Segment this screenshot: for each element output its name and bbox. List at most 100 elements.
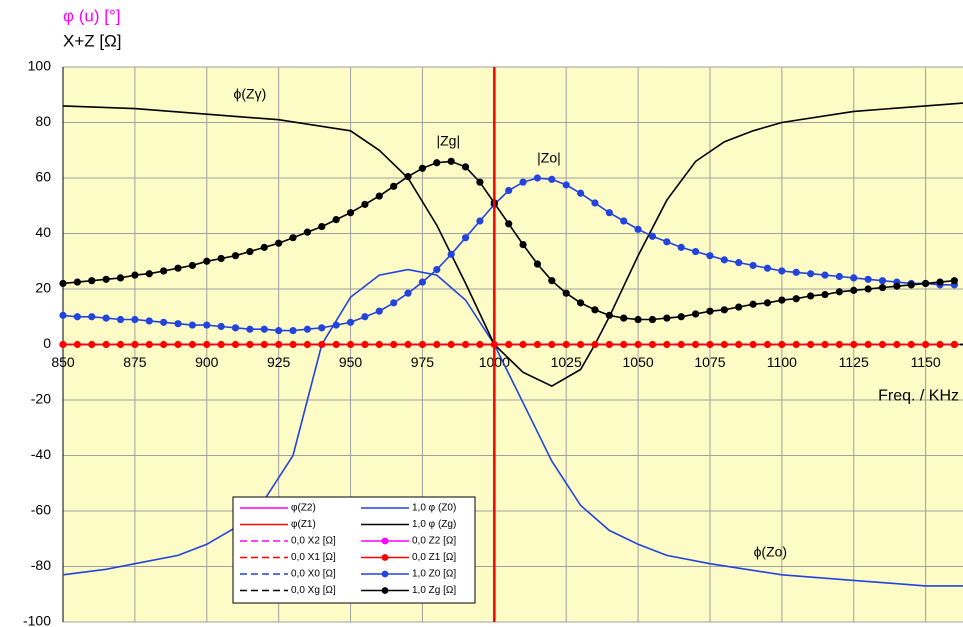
data-point: [663, 340, 671, 349]
data-point: [591, 306, 599, 314]
data-point: [188, 321, 196, 329]
data-point: [174, 264, 182, 272]
data-point: [346, 318, 355, 326]
y-tick-label: 80: [35, 113, 51, 129]
data-point: [519, 178, 527, 186]
data-point: [318, 222, 326, 231]
data-point: [763, 264, 772, 272]
data-point: [289, 327, 297, 335]
data-point: [346, 340, 355, 349]
data-point: [246, 340, 254, 349]
data-point: [217, 322, 225, 331]
x-axis-label: Freq. / KHz: [878, 388, 959, 405]
data-point: [533, 260, 542, 268]
data-point: [246, 247, 254, 256]
annotation: |Zg|: [436, 133, 460, 149]
data-point: [922, 279, 930, 288]
data-point: [893, 340, 901, 349]
data-point: [677, 243, 685, 251]
data-point: [648, 340, 657, 349]
data-point: [160, 267, 168, 275]
data-point: [160, 340, 168, 349]
data-point: [778, 267, 786, 275]
legend-marker: [381, 554, 389, 561]
data-point: [922, 340, 930, 349]
x-tick-label: 1100: [767, 354, 797, 370]
data-point: [217, 340, 225, 349]
x-tick-label: 1150: [911, 354, 941, 370]
data-point: [260, 325, 268, 333]
data-point: [131, 271, 139, 279]
data-point: [620, 217, 628, 225]
legend: φ(Z2) φ(Z1) 0,0 X2 [Ω] 0,0 X1 [Ω] 0,0 X0 [Ω]…: [232, 496, 476, 604]
data-point: [231, 324, 240, 332]
legend-label: 1,0 φ (Z0): [412, 503, 456, 514]
data-point: [375, 340, 383, 349]
data-point: [735, 340, 743, 349]
data-point: [174, 320, 182, 328]
data-point: [59, 279, 67, 288]
data-point: [318, 324, 326, 332]
data-point: [203, 257, 211, 265]
data-point: [850, 340, 858, 349]
data-point: [663, 238, 671, 246]
data-point: [562, 181, 570, 189]
data-point: [461, 340, 470, 349]
data-point: [303, 340, 312, 349]
data-point: [749, 340, 757, 349]
data-point: [850, 274, 858, 282]
y-tick-label: -40: [31, 446, 51, 462]
data-point: [404, 289, 412, 297]
series-line: [62, 268, 963, 587]
data-point: [605, 209, 613, 217]
data-point: [275, 340, 283, 349]
data-point: [102, 314, 110, 322]
data-point: [505, 220, 513, 228]
legend-label: 0,0 X0 [Ω]: [291, 569, 336, 580]
data-point: [59, 311, 67, 319]
data-point: [505, 340, 513, 349]
data-point: [878, 284, 887, 292]
data-point: [433, 340, 441, 349]
data-point: [835, 272, 843, 281]
y-tick-label: 20: [35, 280, 51, 296]
data-point: [907, 340, 915, 349]
data-point: [648, 315, 657, 324]
data-point: [160, 318, 168, 326]
data-point: [936, 278, 944, 286]
data-point: [792, 295, 800, 303]
annotation: |Zo|: [537, 149, 561, 165]
data-point: [390, 299, 398, 307]
data-point: [88, 277, 96, 285]
data-point: [763, 299, 772, 307]
data-point: [835, 288, 843, 296]
data-point: [677, 340, 685, 349]
legend-label: 0,0 Xg [Ω]: [291, 585, 336, 596]
data-point: [346, 209, 355, 217]
data-point: [231, 252, 240, 260]
y-tick-label: 60: [35, 169, 51, 185]
data-point: [332, 216, 340, 224]
data-point: [663, 314, 671, 322]
data-point: [519, 241, 527, 249]
data-point: [620, 314, 628, 322]
data-point: [231, 340, 240, 349]
data-point: [447, 340, 455, 349]
data-point: [289, 340, 297, 349]
data-point: [706, 252, 714, 260]
data-point: [203, 340, 211, 349]
data-point: [303, 325, 312, 333]
data-point: [749, 300, 757, 308]
data-point: [102, 340, 110, 349]
x-tick-label: 900: [195, 354, 219, 370]
y-tick-label: 40: [35, 224, 51, 240]
x-tick-label: 1025: [551, 354, 582, 370]
legend-label: 1,0 Zg [Ω]: [412, 585, 456, 596]
data-point: [677, 313, 685, 321]
data-point: [246, 325, 254, 333]
data-point: [275, 239, 283, 247]
data-point: [332, 340, 340, 349]
data-point: [720, 306, 728, 314]
data-point: [778, 296, 786, 304]
y-tick-label: 0: [43, 335, 51, 351]
